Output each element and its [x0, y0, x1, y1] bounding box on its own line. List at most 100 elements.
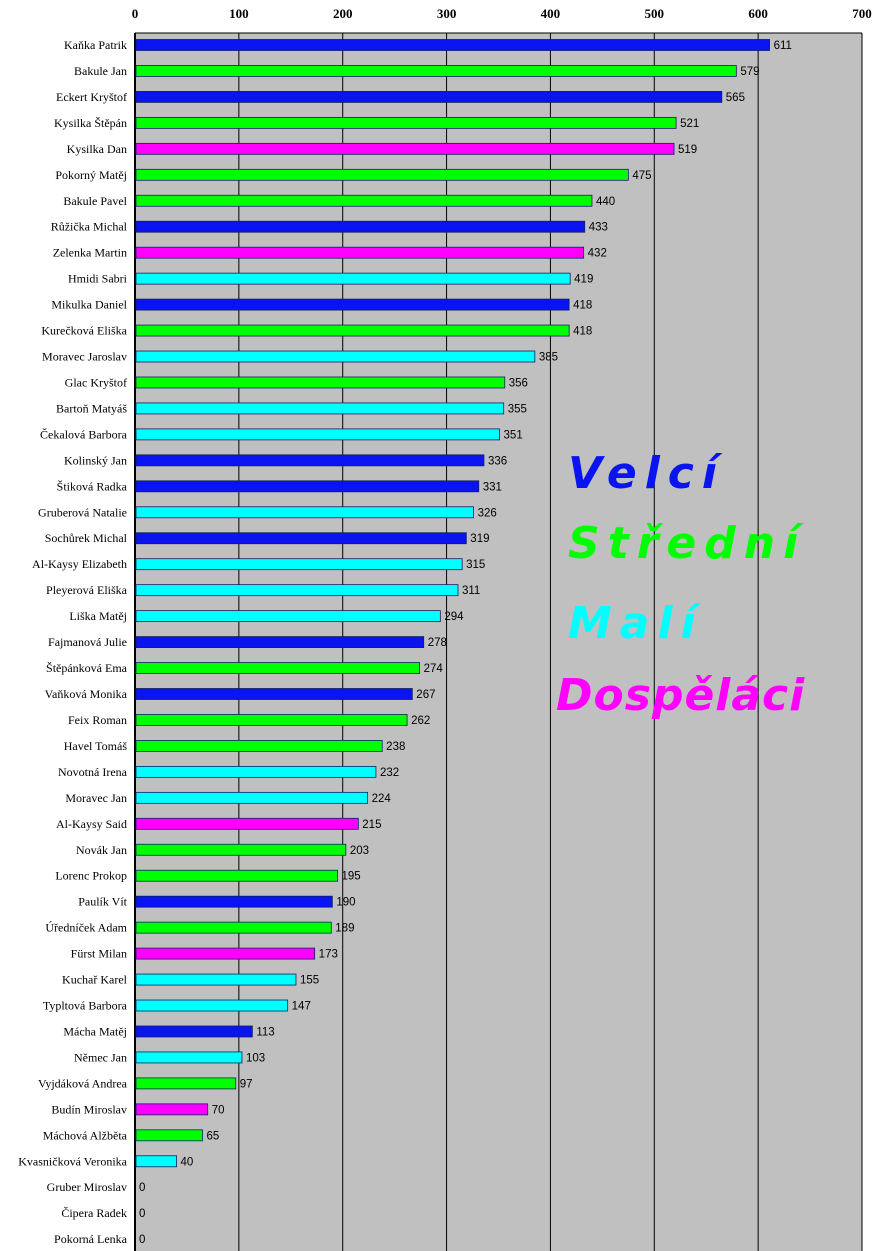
category-label: Fürst Milan — [71, 947, 127, 961]
category-label: Bartoň Matyáš — [56, 401, 127, 415]
category-label: Pokorná Lenka — [54, 1232, 128, 1246]
category-label: Novotná Irena — [58, 765, 128, 779]
bar — [135, 1103, 209, 1116]
bar — [135, 324, 570, 337]
data-label: 70 — [212, 1104, 225, 1116]
category-label: Bakule Pavel — [63, 194, 127, 208]
bar — [135, 791, 369, 804]
data-label: 356 — [509, 377, 528, 389]
category-label: Al-Kaysy Said — [56, 817, 127, 831]
category-label: Budín Miroslav — [51, 1102, 127, 1116]
x-tick-label: 500 — [645, 6, 665, 21]
bar — [135, 298, 570, 311]
category-label: Kuchař Karel — [62, 973, 128, 987]
category-label: Pleyerová Eliška — [46, 583, 128, 597]
legend-velci: Velcí — [568, 448, 725, 499]
bar — [135, 168, 629, 181]
bar — [135, 636, 425, 648]
data-label: 385 — [539, 352, 558, 364]
x-tick-label: 100 — [229, 6, 249, 21]
category-label: Čipera Radek — [61, 1206, 127, 1220]
category-label: Růžička Michal — [51, 220, 128, 234]
category-label: Gruber Miroslav — [47, 1180, 127, 1194]
data-label: 294 — [444, 611, 464, 623]
category-label: Vaňková Monika — [45, 687, 128, 701]
category-label: Mácha Matěj — [63, 1024, 127, 1038]
legend-stredni: Střední — [568, 518, 807, 569]
category-label: Úředníček Adam — [45, 921, 127, 935]
bar — [135, 999, 289, 1012]
bar — [135, 895, 333, 908]
data-label: 611 — [774, 40, 792, 52]
bar — [135, 116, 677, 129]
category-label: Al-Kaysy Elizabeth — [32, 557, 127, 571]
bar — [135, 714, 408, 726]
data-label: 519 — [678, 144, 697, 156]
bar — [135, 220, 586, 233]
x-tick-label: 600 — [748, 6, 768, 21]
data-label: 311 — [462, 585, 480, 597]
data-label: 315 — [466, 559, 485, 571]
data-label: 579 — [740, 66, 759, 78]
category-label: Němec Jan — [74, 1050, 127, 1064]
data-label: 521 — [680, 118, 699, 130]
data-label: 113 — [256, 1026, 274, 1038]
bar — [135, 350, 536, 363]
category-label: Pokorný Matěj — [55, 168, 127, 182]
category-label: Čekalová Barbora — [40, 427, 128, 441]
data-label: 203 — [350, 845, 369, 857]
data-label: 190 — [336, 897, 355, 909]
category-label: Kurečková Eliška — [41, 324, 127, 338]
category-label: Liška Matěj — [69, 609, 127, 623]
data-label: 433 — [589, 222, 608, 234]
bar — [135, 376, 506, 389]
category-label: Vyjdáková Andrea — [38, 1076, 128, 1090]
category-label: Glac Kryštof — [65, 375, 127, 389]
data-label: 278 — [428, 637, 447, 649]
category-label: Kvasničková Veronika — [18, 1154, 127, 1168]
category-label: Kaňka Patrik — [64, 38, 127, 52]
category-label: Typltová Barbora — [43, 999, 128, 1013]
bar — [135, 142, 675, 155]
x-tick-label: 700 — [852, 6, 872, 21]
data-label: 355 — [508, 403, 527, 415]
data-label: 440 — [596, 196, 615, 208]
bar — [135, 402, 505, 415]
bar — [135, 765, 377, 778]
bar — [135, 272, 571, 285]
category-label: Paulík Vít — [78, 895, 127, 909]
category-label: Kysilka Dan — [67, 142, 127, 156]
category-label: Moravec Jan — [65, 791, 127, 805]
data-label: 418 — [573, 300, 592, 312]
data-label: 262 — [411, 715, 430, 727]
category-label: Bakule Jan — [74, 64, 127, 78]
category-label: Štěpánková Ema — [46, 661, 128, 675]
data-label: 326 — [478, 507, 497, 519]
bar — [135, 558, 463, 571]
data-label: 331 — [483, 481, 502, 493]
category-label: Kolinský Jan — [64, 453, 127, 467]
data-label: 432 — [588, 248, 607, 260]
bar — [135, 532, 467, 545]
legend-dospelaci: Dospěláci — [556, 670, 806, 721]
bar — [135, 662, 420, 674]
bar — [135, 740, 383, 752]
data-label: 215 — [362, 819, 381, 831]
bar — [135, 506, 474, 519]
x-tick-label: 200 — [333, 6, 353, 21]
bar — [135, 480, 480, 493]
data-label: 336 — [488, 455, 507, 467]
bar — [135, 1025, 253, 1038]
data-label: 351 — [504, 429, 523, 441]
bar — [135, 947, 316, 960]
bar — [135, 817, 359, 830]
bar — [135, 1155, 177, 1168]
data-label: 103 — [246, 1052, 265, 1064]
bar — [135, 921, 332, 934]
bar — [135, 428, 500, 441]
bar — [135, 843, 347, 856]
category-label: Sochůrek Michal — [45, 531, 128, 545]
bar — [135, 194, 593, 207]
data-label: 0 — [139, 1182, 145, 1194]
